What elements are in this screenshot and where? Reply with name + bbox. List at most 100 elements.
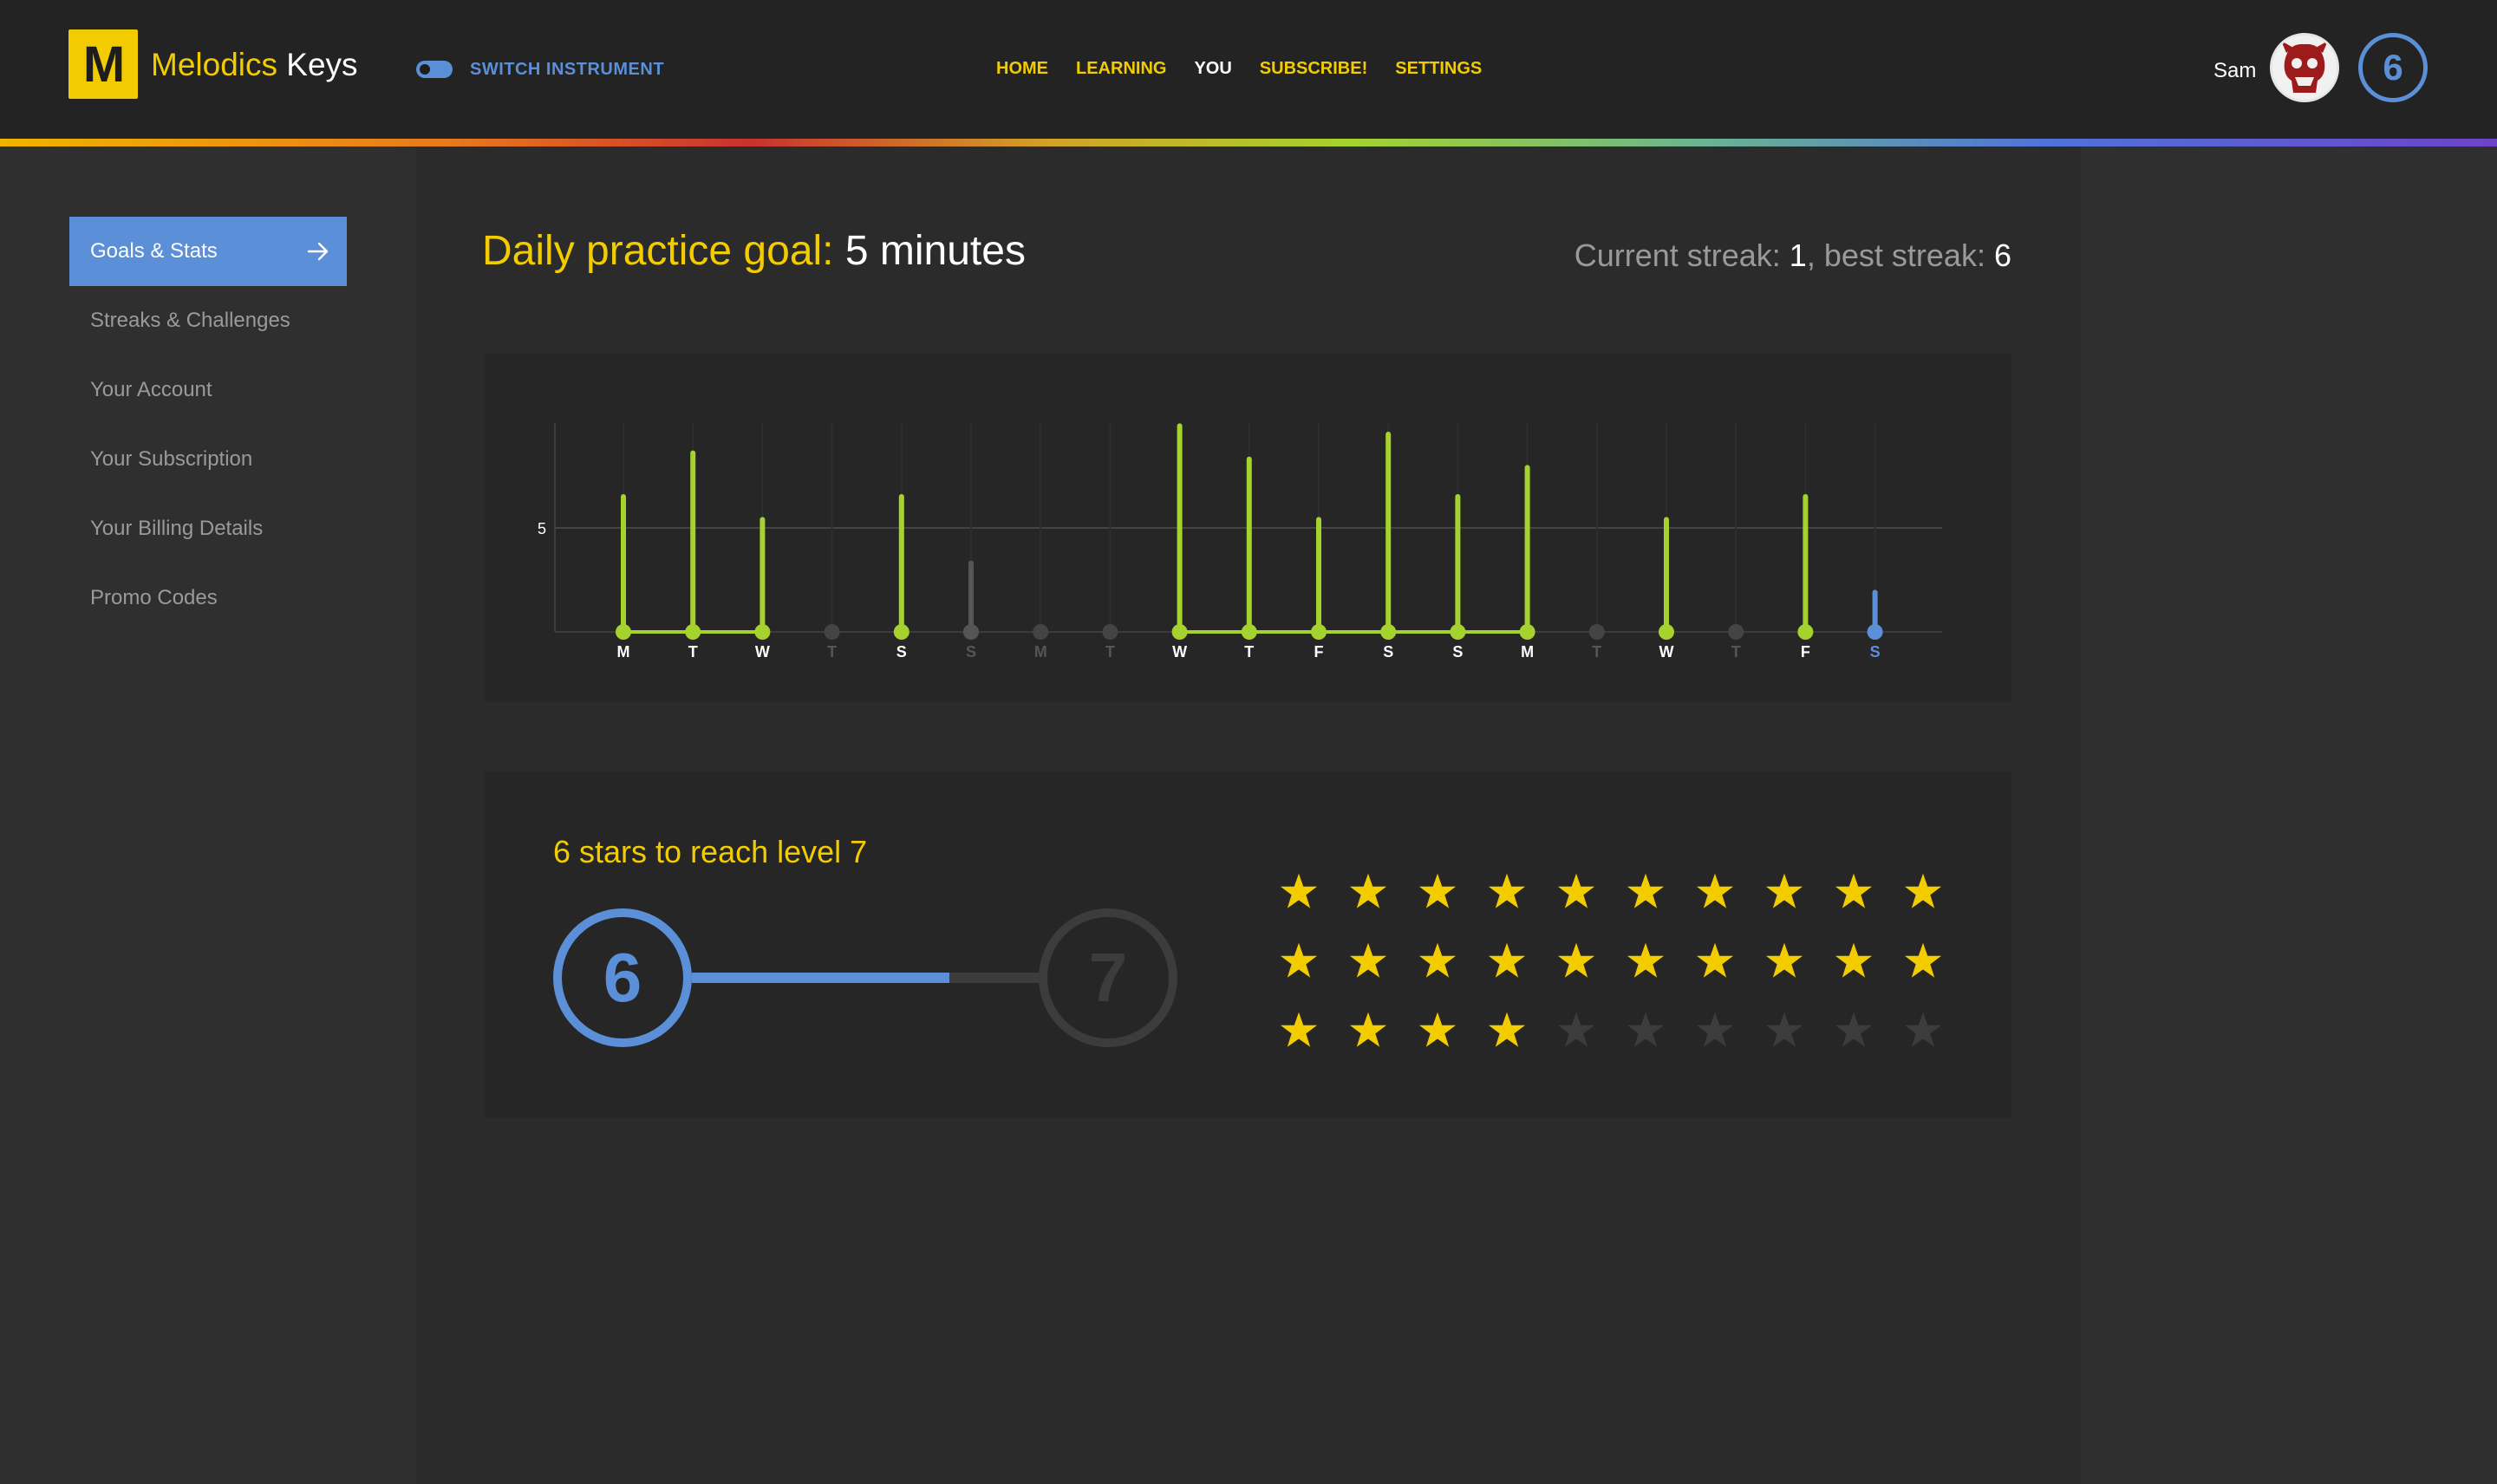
x-tick-label: T: [1244, 643, 1254, 661]
star-row: [1264, 926, 1975, 995]
x-tick-label: T: [688, 643, 698, 661]
day-dot: [963, 624, 979, 640]
day-dot: [1728, 624, 1744, 640]
arrow-right-icon: [307, 242, 329, 261]
main-nav: HOME LEARNING YOU SUBSCRIBE! SETTINGS: [996, 59, 1509, 79]
nav-you[interactable]: YOU: [1194, 59, 1232, 78]
x-tick-label: W: [1172, 643, 1187, 661]
day-dot: [893, 624, 909, 640]
x-tick-label: S: [1870, 643, 1881, 661]
next-level: 7: [1039, 908, 1177, 1047]
day-dot: [1797, 624, 1814, 640]
y-tick-label: 5: [538, 520, 546, 537]
switch-instrument-label: SWITCH INSTRUMENT: [470, 59, 665, 79]
star-earned-icon: [1680, 926, 1750, 995]
star-empty-icon: [1819, 995, 1888, 1064]
star-earned-icon: [1888, 856, 1958, 926]
sidebar-item-label: Your Account: [90, 378, 212, 401]
x-tick-label: S: [1452, 643, 1463, 661]
sidebar-item-your-account[interactable]: Your Account: [69, 355, 347, 425]
avatar[interactable]: [2270, 33, 2339, 102]
best-streak: 6: [1993, 238, 2011, 273]
x-tick-label: T: [827, 643, 837, 661]
star-row: [1264, 856, 1975, 926]
star-earned-icon: [1750, 856, 1819, 926]
star-earned-icon: [1680, 856, 1750, 926]
day-dot: [1588, 624, 1605, 640]
brand-name: Melodics Keys: [151, 47, 358, 82]
star-earned-icon: [1819, 926, 1888, 995]
stars-to-next-level: 6 stars to reach level 7: [553, 834, 868, 869]
x-tick-label: M: [1034, 643, 1047, 661]
day-dot: [754, 624, 771, 640]
x-tick-label: W: [1659, 643, 1674, 661]
star-earned-icon: [1750, 926, 1819, 995]
star-earned-icon: [1472, 856, 1542, 926]
star-earned-icon: [1333, 995, 1403, 1064]
day-dot: [1171, 624, 1188, 640]
user-name[interactable]: Sam: [2213, 59, 2257, 82]
sidebar-item-billing-details[interactable]: Your Billing Details: [69, 494, 347, 563]
level-progress-fill: [692, 973, 950, 983]
star-earned-icon: [1403, 856, 1472, 926]
star-earned-icon: [1333, 926, 1403, 995]
avatar-icon: [2272, 36, 2337, 100]
current-level: 6: [553, 908, 692, 1047]
day-dot: [824, 624, 840, 640]
star-empty-icon: [1611, 995, 1680, 1064]
goal-label: Daily practice goal:: [482, 228, 834, 274]
star-earned-icon: [1472, 995, 1542, 1064]
sidebar-item-label: Goals & Stats: [90, 239, 218, 263]
sidebar-item-streaks-challenges[interactable]: Streaks & Challenges: [69, 286, 347, 355]
star-earned-icon: [1264, 995, 1333, 1064]
streak-summary: Current streak: 1, best streak: 6: [1574, 238, 2011, 273]
star-earned-icon: [1888, 926, 1958, 995]
x-tick-label: M: [1521, 643, 1534, 661]
x-tick-label: S: [966, 643, 976, 661]
sidebar-item-your-subscription[interactable]: Your Subscription: [69, 425, 347, 494]
star-earned-icon: [1542, 856, 1611, 926]
x-tick-label: M: [617, 643, 630, 661]
sidebar-item-label: Promo Codes: [90, 586, 218, 609]
day-dot: [685, 624, 701, 640]
melodics-logo[interactable]: M: [68, 29, 138, 99]
star-earned-icon: [1542, 926, 1611, 995]
sidebar-item-label: Your Billing Details: [90, 517, 264, 540]
star-earned-icon: [1333, 856, 1403, 926]
sidebar-item-goals-stats[interactable]: Goals & Stats: [69, 217, 347, 286]
x-tick-label: F: [1801, 643, 1810, 661]
x-tick-label: S: [1383, 643, 1393, 661]
star-earned-icon: [1611, 856, 1680, 926]
star-earned-icon: [1819, 856, 1888, 926]
x-tick-label: F: [1314, 643, 1324, 661]
goal-value: 5 minutes: [844, 228, 1026, 274]
star-earned-icon: [1264, 856, 1333, 926]
day-dot: [1102, 624, 1118, 640]
nav-subscribe[interactable]: SUBSCRIBE!: [1259, 59, 1368, 78]
star-earned-icon: [1611, 926, 1680, 995]
star-earned-icon: [1264, 926, 1333, 995]
day-dot: [1519, 624, 1535, 640]
practice-chart: 5 M T W T S S M T W T F S S M T W T F S: [484, 354, 2011, 702]
star-empty-icon: [1888, 995, 1958, 1064]
day-dot: [1450, 624, 1466, 640]
daily-practice-goal: Daily practice goal: 5 minutes: [482, 227, 1026, 275]
current-streak: 1: [1789, 238, 1807, 273]
switch-instrument-toggle[interactable]: SWITCH INSTRUMENT: [416, 59, 665, 79]
star-empty-icon: [1680, 995, 1750, 1064]
x-tick-label: S: [896, 643, 907, 661]
star-grid: [1264, 856, 1975, 1064]
nav-settings[interactable]: SETTINGS: [1395, 59, 1483, 78]
nav-home[interactable]: HOME: [996, 59, 1048, 78]
nav-learning[interactable]: LEARNING: [1076, 59, 1167, 78]
right-pane: [2081, 146, 2497, 1484]
star-earned-icon: [1472, 926, 1542, 995]
level-progress-card: 6 stars to reach level 7 6 7: [484, 771, 2011, 1118]
star-empty-icon: [1542, 995, 1611, 1064]
star-empty-icon: [1750, 995, 1819, 1064]
sidebar-item-promo-codes[interactable]: Promo Codes: [69, 563, 347, 633]
top-bar: M Melodics Keys SWITCH INSTRUMENT HOME L…: [0, 0, 2497, 139]
level-badge[interactable]: 6: [2358, 33, 2428, 102]
level-progress-track: [692, 973, 1040, 983]
sidebar: Goals & Stats Streaks & Challenges Your …: [0, 146, 416, 1484]
